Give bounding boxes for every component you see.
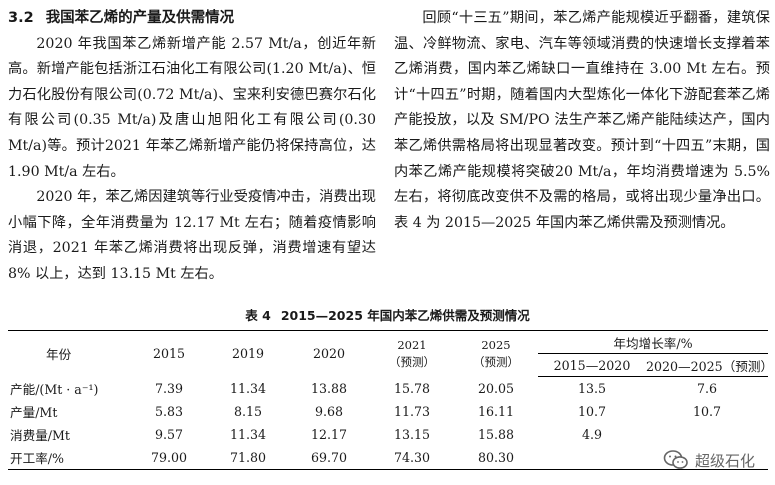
watermark: 超级石化 <box>663 449 755 471</box>
paragraph-outlook: 回顾“十三五”期间，苯乙烯产能规模近乎翻番，建筑保温、冷鲜物流、家电、汽车等领域… <box>394 10 770 231</box>
table-header-row: 年份 2015 2019 2020 2021 （预测） 2025 （预测） 年均增长… <box>8 330 768 377</box>
cell: 11.73 <box>393 404 431 419</box>
cell: 79.00 <box>130 446 208 470</box>
header-2025: 2025 （预测） <box>454 330 538 377</box>
cell: 9.68 <box>314 404 344 419</box>
cell: 12.17 <box>310 427 348 442</box>
table-number: 表 4 <box>245 308 271 323</box>
cell <box>646 423 768 446</box>
header-growth-2020-2025: 2020—2025（预测） <box>646 353 773 377</box>
section-heading: 3.2 我国苯乙烯的产量及供需情况 <box>8 6 376 32</box>
row-label: 消费量/Mt <box>10 428 70 443</box>
header-2021: 2021 （预测） <box>370 330 454 377</box>
section-title: 我国苯乙烯的产量及供需情况 <box>45 10 235 26</box>
cell: 20.05 <box>477 380 515 396</box>
table-caption: 表 4 2015—2025 年国内苯乙烯供需及预测情况 <box>0 305 775 324</box>
cell: 69.70 <box>288 446 370 470</box>
cell: 16.11 <box>477 404 515 419</box>
row-label: 产能/(Mt · a⁻¹) <box>10 381 99 397</box>
left-column: 3.2 我国苯乙烯的产量及供需情况 2020 年我国苯乙烯新增产能 2.57 Mt… <box>8 6 376 288</box>
cell: 13.15 <box>393 427 431 442</box>
cell: 5.83 <box>154 404 184 419</box>
header-2020: 2020 <box>288 330 370 377</box>
cell: 13.5 <box>577 381 607 396</box>
table-row: 产能/(Mt · a⁻¹) 7.39 11.34 13.88 15.78 20.… <box>8 377 768 401</box>
header-growth-2015-2020: 2015—2020 <box>538 353 646 377</box>
paragraph-capacity: 2020 年我国苯乙烯新增产能 2.57 Mt/a，创近年新高。新增产能包括浙江… <box>8 35 376 180</box>
cell: 9.57 <box>154 427 184 442</box>
cell: 71.80 <box>208 446 288 470</box>
right-column: 回顾“十三五”期间，苯乙烯产能规模近乎翻番，建筑保温、冷鲜物流、家电、汽车等领域… <box>394 6 770 236</box>
header-2015: 2015 <box>130 330 208 377</box>
row-label: 产量/Mt <box>10 405 58 420</box>
table-row: 消费量/Mt 9.57 11.34 12.17 13.15 15.88 4.9 <box>8 423 768 446</box>
paragraph-consumption: 2020 年，苯乙烯因建筑等行业受疫情冲击，消费出现小幅下降，全年消费量为 12… <box>8 189 376 282</box>
cell: 74.30 <box>370 446 454 470</box>
cell: 4.9 <box>581 427 603 442</box>
supply-demand-table: 年份 2015 2019 2020 2021 （预测） 2025 （预测） 年均增长… <box>8 330 773 470</box>
cell: 15.78 <box>393 380 431 396</box>
cell: 13.88 <box>310 380 348 396</box>
header-2019: 2019 <box>208 330 288 377</box>
cell: 7.39 <box>154 380 184 396</box>
cell: 8.15 <box>233 404 263 419</box>
cell: 80.30 <box>454 446 538 470</box>
cell: 11.34 <box>229 427 267 442</box>
cell: 10.7 <box>692 404 722 419</box>
row-label: 开工率/% <box>8 446 130 470</box>
watermark-text: 超级石化 <box>694 451 755 470</box>
cell <box>538 446 646 470</box>
header-year: 年份 <box>8 330 130 377</box>
table-title: 2015—2025 年国内苯乙烯供需及预测情况 <box>280 308 530 323</box>
cell: 11.34 <box>229 380 267 396</box>
table-row: 开工率/% 79.00 71.80 69.70 74.30 80.30 <box>8 446 768 470</box>
wechat-icon <box>663 450 688 469</box>
header-growth: 年均增长率/% <box>538 330 768 354</box>
section-number: 3.2 <box>8 10 34 26</box>
cell: 15.88 <box>477 427 515 442</box>
cell: 10.7 <box>577 404 607 419</box>
cell: 7.6 <box>696 381 718 396</box>
table-row: 产量/Mt 5.83 8.15 9.68 11.73 16.11 10.7 10… <box>8 400 768 423</box>
